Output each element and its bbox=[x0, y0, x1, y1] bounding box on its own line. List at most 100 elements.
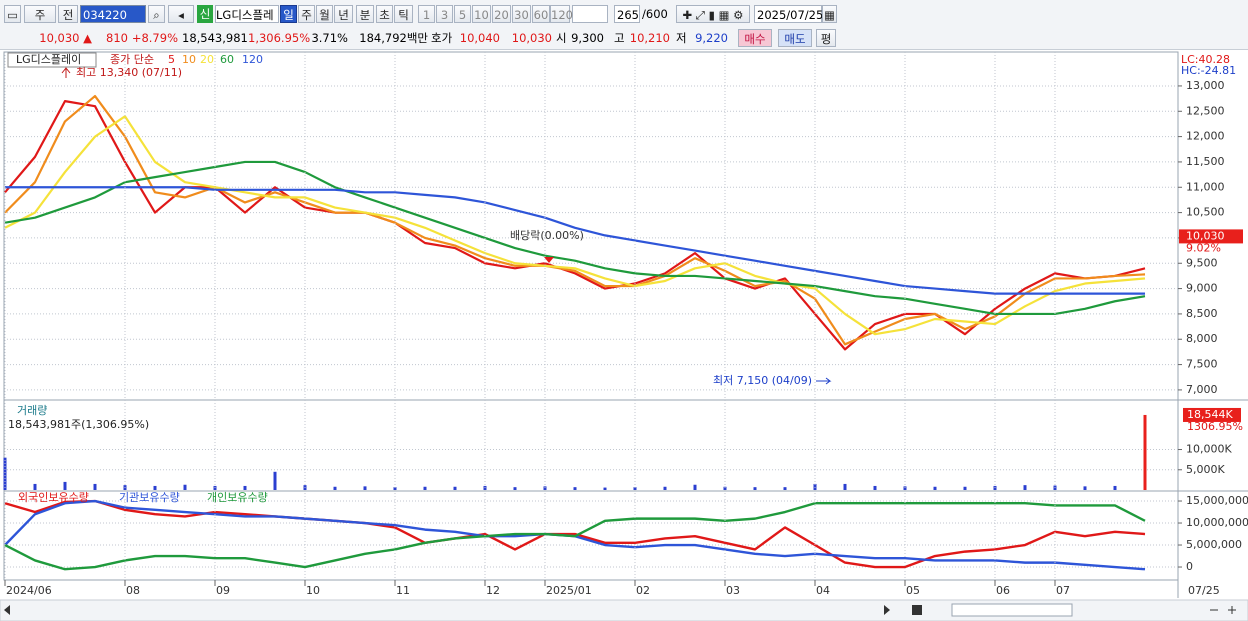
last-volume-rate: 1306.95% bbox=[1187, 420, 1243, 433]
low: 9,220 bbox=[695, 31, 728, 45]
pane-subtitle: 18,543,981주(1,306.95%) bbox=[8, 418, 149, 431]
volume-bar bbox=[663, 486, 667, 490]
x-tick-label: 07 bbox=[1056, 584, 1070, 597]
last-price: 10,030 bbox=[1186, 229, 1225, 242]
volume-bar bbox=[93, 483, 97, 490]
search-button[interactable]: ⌕ bbox=[148, 5, 165, 23]
y-tick-label: 7,500 bbox=[1186, 358, 1218, 371]
interval-button[interactable]: 3 bbox=[436, 5, 453, 23]
annotation: 배당락(0.00%) bbox=[510, 229, 584, 242]
change: 810 bbox=[106, 31, 128, 45]
annotation: 최고 13,340 (07/11) bbox=[76, 66, 182, 79]
legend-entry: 기관보유수량 bbox=[119, 491, 180, 504]
volume-bar bbox=[603, 487, 607, 490]
volume-bar bbox=[393, 487, 397, 490]
y-tick-label: 9,000 bbox=[1186, 282, 1218, 295]
volume-bar bbox=[333, 486, 337, 490]
volume-bar bbox=[633, 487, 637, 490]
tool-icons[interactable]: ✚ ⤢ ▮ ▦ ⚙ bbox=[676, 5, 750, 23]
stock-name: LG디스플레 bbox=[215, 5, 279, 23]
period-button[interactable]: 일 bbox=[280, 5, 297, 23]
price: 10,030 ▲ bbox=[39, 31, 92, 45]
period-button[interactable]: 월 bbox=[316, 5, 333, 23]
amount: 184,792백만 bbox=[359, 31, 428, 45]
volume-bar bbox=[453, 486, 457, 490]
zoom-buttons[interactable] bbox=[1210, 606, 1236, 614]
volume-bar bbox=[963, 486, 967, 490]
y-tick-label: 12,000 bbox=[1186, 130, 1225, 143]
scrollbar[interactable] bbox=[0, 599, 1248, 621]
y-tick-label: 12,500 bbox=[1186, 104, 1225, 117]
dividend-marker bbox=[544, 257, 554, 263]
x-tick-label: 02 bbox=[636, 584, 650, 597]
y-tick-label: 5,000,000 bbox=[1186, 538, 1242, 551]
count-input[interactable]: 265 bbox=[614, 5, 640, 23]
scroll-right[interactable] bbox=[884, 605, 890, 615]
zoom-slider[interactable] bbox=[951, 603, 1073, 617]
blank-combo[interactable] bbox=[572, 5, 608, 23]
volume: 18,543,981 bbox=[182, 31, 248, 45]
volume-bar bbox=[1143, 414, 1147, 490]
y-tick-label: 13,000 bbox=[1186, 79, 1225, 92]
volume-bar bbox=[783, 487, 787, 490]
volume-bar bbox=[723, 486, 727, 490]
lc-label: LC:40.28 bbox=[1181, 53, 1230, 66]
volume-bar bbox=[813, 483, 817, 490]
interval-button[interactable]: 20 bbox=[492, 5, 511, 23]
y-tick-label: 11,000 bbox=[1186, 180, 1225, 193]
x-tick-label: 11 bbox=[396, 584, 410, 597]
interval-button[interactable]: 30 bbox=[512, 5, 531, 23]
legend-entry: 5 bbox=[168, 53, 175, 66]
volume-bar bbox=[513, 487, 517, 490]
x-tick-label: 04 bbox=[816, 584, 830, 597]
interval-button[interactable]: 10 bbox=[472, 5, 491, 23]
period-button[interactable]: 년 bbox=[334, 5, 353, 23]
volume-bar bbox=[843, 483, 847, 490]
volume-bar bbox=[903, 486, 907, 490]
annotation: 최저 7,150 (04/09) bbox=[713, 374, 812, 387]
buy-button[interactable]: 매수 bbox=[738, 29, 772, 47]
volume-bar bbox=[693, 484, 697, 490]
compare-combo[interactable]: 전 bbox=[58, 5, 78, 23]
high: 10,210 bbox=[629, 31, 670, 45]
open: 9,300 bbox=[571, 31, 604, 45]
volume-bar bbox=[423, 486, 427, 490]
calendar-button[interactable]: ▦ bbox=[822, 5, 837, 23]
volume-bar bbox=[1083, 486, 1087, 490]
view-combo[interactable]: 주 bbox=[24, 5, 56, 23]
x-end-label: 07/25 bbox=[1188, 584, 1220, 597]
volume-bar bbox=[153, 485, 157, 490]
period-button[interactable]: 초 bbox=[376, 5, 393, 23]
period-button[interactable]: 분 bbox=[356, 5, 374, 23]
x-tick-label: 2025/01 bbox=[546, 584, 592, 597]
x-tick-label: 09 bbox=[216, 584, 230, 597]
y-tick-label: 15,000,000 bbox=[1186, 494, 1248, 507]
menu-icon[interactable]: ▭ bbox=[4, 5, 21, 23]
ask: 10,040 bbox=[459, 31, 500, 45]
legend-entry: 60 bbox=[220, 53, 234, 66]
scroll-left[interactable] bbox=[4, 605, 10, 615]
sell-button[interactable]: 매도 bbox=[778, 29, 812, 47]
interval-button[interactable]: 120 bbox=[550, 5, 573, 23]
y-tick-label: 11,500 bbox=[1186, 155, 1225, 168]
x-tick-label: 06 bbox=[996, 584, 1010, 597]
sound-button[interactable]: ◂ bbox=[168, 5, 194, 23]
interval-button[interactable]: 1 bbox=[418, 5, 435, 23]
y-tick-label: 10,000,000 bbox=[1186, 516, 1248, 529]
period-button[interactable]: 틱 bbox=[394, 5, 413, 23]
code-input[interactable]: 034220 bbox=[80, 5, 146, 23]
legend-entry: 120 bbox=[242, 53, 263, 66]
legend-entry: 외국인보유수량 bbox=[18, 491, 89, 504]
volume-bar bbox=[183, 484, 187, 490]
interval-button[interactable]: 5 bbox=[454, 5, 471, 23]
period-button[interactable]: 주 bbox=[298, 5, 315, 23]
x-tick-label: 08 bbox=[126, 584, 140, 597]
stop-button[interactable] bbox=[912, 605, 922, 615]
interval-button[interactable]: 60 bbox=[532, 5, 550, 23]
avg-button[interactable]: 평 bbox=[816, 29, 836, 47]
legend-title: 종가 단순 bbox=[110, 53, 154, 66]
date-input[interactable]: 2025/07/25 bbox=[754, 5, 823, 23]
quote-bar: 10,030 ▲ 810 +8.79% 18,543,981 1,306.95%… bbox=[0, 27, 1248, 50]
